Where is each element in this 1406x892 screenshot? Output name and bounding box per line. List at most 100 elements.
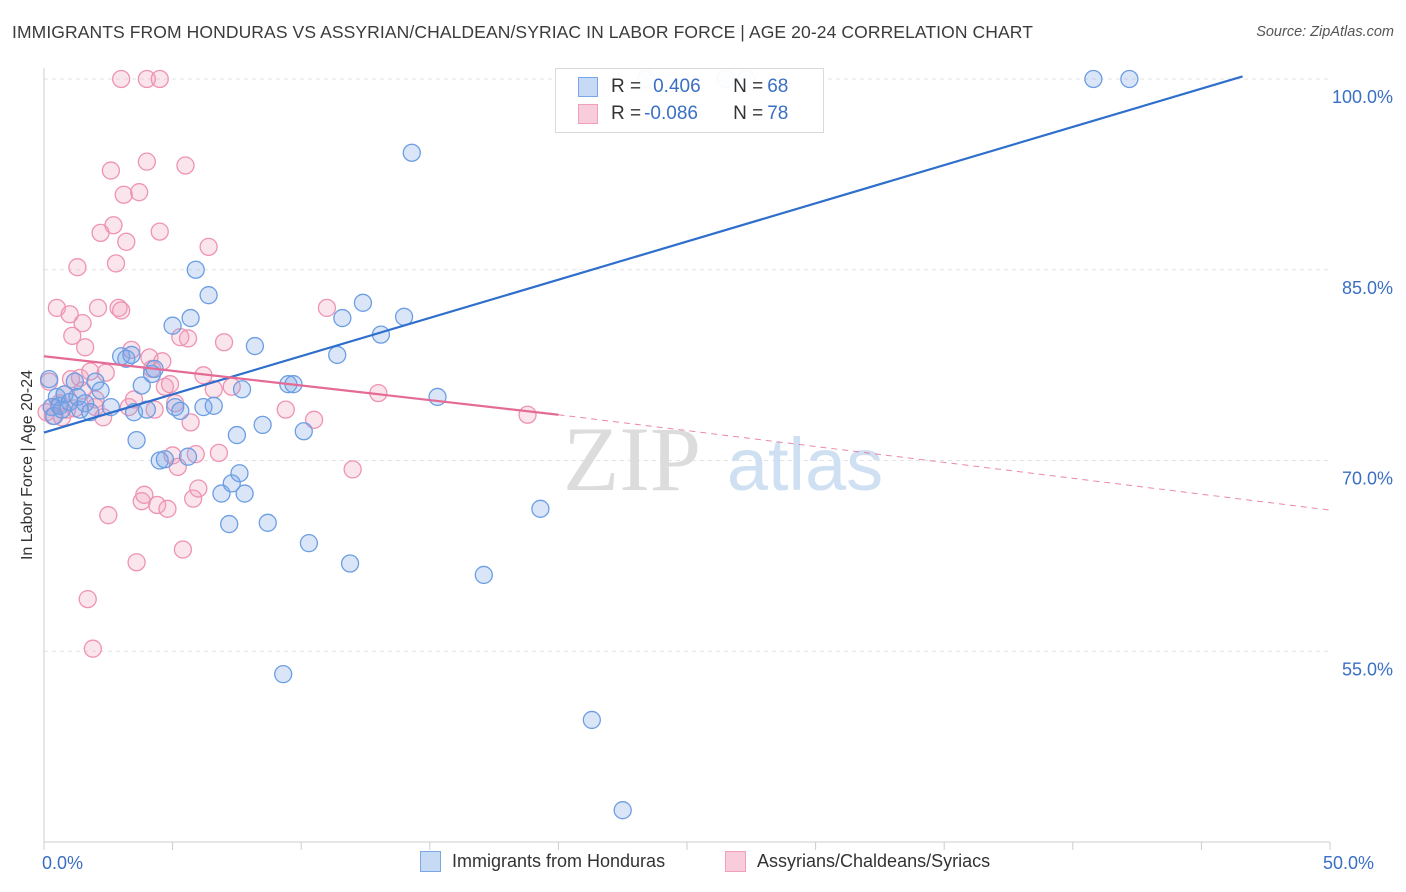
data-point	[328, 345, 347, 365]
data-point	[209, 443, 229, 463]
data-point	[76, 394, 95, 413]
data-point	[81, 362, 100, 381]
data-point	[60, 305, 79, 324]
legend-swatch-blue	[420, 851, 441, 872]
r-label: R =	[611, 76, 642, 97]
series-points-honduras	[39, 69, 1139, 820]
data-point	[173, 540, 193, 559]
data-point	[39, 369, 59, 389]
trendline-assyrians-extension	[558, 414, 1331, 511]
data-point	[531, 499, 550, 518]
gridlines	[44, 78, 1330, 652]
watermark-atlas: atlas	[727, 423, 883, 506]
data-point	[474, 565, 493, 585]
y-tick-label: 100.0%	[1332, 87, 1393, 107]
legend-item-assyrians[interactable]: Assyrians/Chaldeans/Syriacs	[725, 851, 990, 872]
data-point	[63, 326, 82, 346]
stats-row-assyrians: R = -0.086 N = 78	[578, 102, 788, 126]
data-point	[112, 301, 131, 320]
trendline-assyrians	[43, 355, 559, 416]
data-point	[104, 216, 123, 235]
data-point	[340, 554, 360, 573]
data-point	[220, 514, 239, 534]
data-point	[160, 375, 180, 394]
y-tick-label: 85.0%	[1342, 278, 1393, 298]
data-point	[184, 489, 203, 508]
data-point	[130, 183, 149, 202]
data-point	[163, 316, 182, 335]
data-point	[83, 639, 103, 658]
data-point	[150, 69, 169, 89]
trendlines	[43, 75, 1331, 511]
data-point	[137, 152, 157, 171]
data-point	[73, 314, 92, 333]
data-point	[150, 222, 169, 241]
data-point	[353, 293, 373, 312]
data-point	[253, 415, 272, 435]
n-value: 78	[767, 103, 789, 124]
data-point	[613, 801, 632, 820]
data-point	[245, 336, 265, 356]
x-tick-label-min: 0.0%	[42, 853, 84, 873]
data-point	[112, 69, 131, 89]
data-point	[235, 484, 254, 503]
data-point	[178, 329, 198, 348]
data-point	[117, 232, 136, 251]
data-point	[109, 298, 128, 318]
data-point	[86, 372, 105, 391]
data-point	[518, 405, 537, 424]
data-point	[317, 298, 337, 318]
trendline-honduras	[43, 75, 1243, 434]
stats-legend: R = 0.406 N = 68 R = -0.086 N = 78	[555, 68, 824, 133]
data-point	[137, 69, 157, 89]
watermark: ZIP atlas	[563, 408, 883, 510]
data-point	[227, 425, 247, 445]
data-point	[299, 534, 319, 553]
n-label: N =	[733, 76, 764, 97]
data-point	[155, 450, 175, 469]
data-point	[276, 400, 295, 419]
data-point	[428, 387, 447, 407]
data-point	[181, 413, 200, 432]
data-point	[294, 422, 313, 441]
source-label: Source: ZipAtlas.com	[1256, 24, 1394, 40]
y-tick-labels: 55.0% 70.0% 85.0% 100.0%	[1332, 87, 1393, 679]
data-point	[1120, 69, 1139, 89]
data-point	[176, 156, 195, 175]
data-point	[189, 479, 208, 498]
legend-swatch-blue	[578, 77, 598, 97]
data-point	[78, 589, 97, 609]
data-point	[135, 485, 154, 504]
chart-title: IMMIGRANTS FROM HONDURAS VS ASSYRIAN/CHA…	[12, 22, 1034, 42]
r-label: R =	[611, 103, 642, 124]
data-point	[1084, 69, 1103, 89]
data-point	[99, 506, 118, 525]
x-tick-label-max: 50.0%	[1323, 853, 1375, 873]
y-axis-label: In Labor Force | Age 20-24	[19, 369, 36, 561]
n-value: 68	[767, 76, 789, 97]
r-value: 0.406	[653, 76, 701, 97]
data-point	[582, 710, 601, 730]
data-point	[171, 401, 190, 421]
legend-item-honduras[interactable]: Immigrants from Honduras	[420, 851, 665, 872]
data-point	[76, 338, 95, 357]
data-point	[402, 143, 421, 162]
data-point	[181, 308, 200, 328]
data-point	[68, 258, 87, 277]
legend-swatch-pink	[725, 851, 746, 872]
data-point	[106, 254, 126, 273]
legend-label: Assyrians/Chaldeans/Syriacs	[757, 851, 991, 871]
data-point	[186, 260, 205, 279]
data-point	[204, 396, 223, 415]
stats-row-honduras: R = 0.406 N = 68	[578, 75, 788, 99]
data-point	[158, 499, 177, 518]
data-point	[122, 340, 141, 360]
data-point	[127, 431, 146, 450]
data-point	[274, 664, 293, 684]
data-point	[132, 376, 151, 395]
data-point	[199, 237, 218, 257]
n-label: N =	[733, 103, 764, 124]
data-point	[199, 286, 218, 305]
legend-swatch-pink	[578, 104, 598, 124]
